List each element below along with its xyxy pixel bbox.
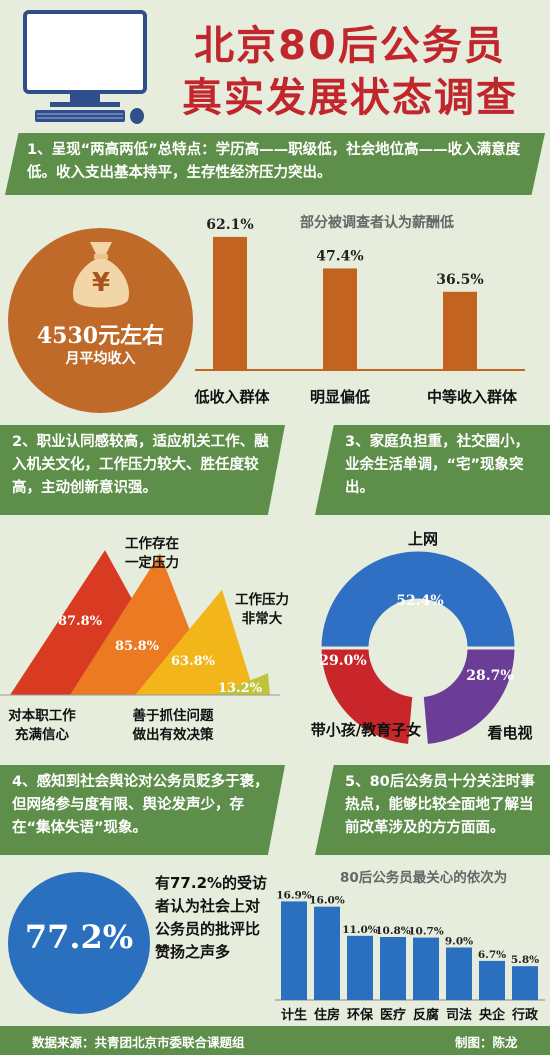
section3-banner: 3、家庭负担重，社交圈小，业余生活单调，“宅”现象突出。 <box>315 425 550 515</box>
salary-category-label: 明显偏低 <box>310 388 370 406</box>
concerns-category-label: 反腐 <box>413 1007 439 1023</box>
salary-bar-chart: 62.1% 低收入群体 47.4% 明显偏低 36.5% 中等收入群体 <box>193 217 525 406</box>
concerns-bar-chart: 16.9% 计生 16.0% 住房 11.0% 环保 10.8% 医疗 10.7% 反腐 9.0% 司… <box>275 889 545 1023</box>
section1-text: 1、呈现“两高两低”总特点：学历高——职级低，社会地位高——收入满意度低。收入支… <box>27 142 521 181</box>
salary-bar-value: 47.4% <box>316 248 363 264</box>
concerns-chart-title: 80后公务员最关心的依次为 <box>340 870 508 886</box>
attitude-value: 63.8% <box>171 654 216 669</box>
concerns-bar <box>446 947 472 1000</box>
money-bag-icon <box>72 242 130 308</box>
section5-text: 5、80后公务员十分关注时事热点，能够比较全面地了解当前改革涉及的方方面面。 <box>345 774 535 836</box>
computer-icon <box>23 10 147 124</box>
concerns-category-label: 环保 <box>347 1007 374 1023</box>
concerns-category-label: 司法 <box>446 1007 472 1023</box>
salary-bar-value: 62.1% <box>206 217 253 233</box>
salary-bar <box>443 291 477 370</box>
concerns-bar-value: 16.9% <box>276 889 312 901</box>
concerns-bar-value: 5.8% <box>511 954 539 966</box>
concerns-bar-value: 10.7% <box>408 926 444 938</box>
footer: 数据来源：共青团北京市委联合课题组 制图：陈龙 <box>0 1026 550 1055</box>
concerns-bar <box>512 966 538 1000</box>
section2-text: 2、职业认同感较高，适应机关工作、融入机关文化，工作压力较大、胜任度较高，主动创… <box>12 434 269 496</box>
page-title: 北京80后公务员 真实发展状态调查 <box>150 20 550 124</box>
yen-icon: ¥ <box>91 268 111 298</box>
concerns-bar <box>281 901 307 1000</box>
donut-value: 29.0% <box>319 653 366 669</box>
donut-category-label: 看电视 <box>487 724 532 742</box>
concerns-bar-value: 6.7% <box>478 949 506 961</box>
attitude-value: 85.8% <box>115 639 160 654</box>
section2-banner: 2、职业认同感较高，适应机关工作、融入机关文化，工作压力较大、胜任度较高，主动创… <box>0 425 285 515</box>
data-source: 数据来源：共青团北京市委联合课题组 <box>32 1035 245 1050</box>
attitude-category-label: 工作压力非常大 <box>235 591 289 627</box>
income-amount: 4530元左右 <box>36 323 165 349</box>
donut-value: 28.7% <box>466 668 513 684</box>
donut-slice-internet <box>318 548 518 650</box>
salary-bar <box>323 268 357 370</box>
attitude-triangle <box>135 589 255 695</box>
section5-banner: 5、80后公务员十分关注时事热点，能够比较全面地了解当前改革涉及的方方面面。 <box>315 765 550 855</box>
salary-category-label: 中等收入群体 <box>427 388 518 406</box>
concerns-category-label: 住房 <box>314 1007 340 1023</box>
credit: 制图：陈龙 <box>455 1035 518 1050</box>
concerns-bar-value: 9.0% <box>445 936 473 948</box>
donut-category-label: 上网 <box>408 530 438 548</box>
concerns-category-label: 央企 <box>479 1007 506 1023</box>
salary-bar-value: 36.5% <box>436 272 483 288</box>
concerns-bar <box>314 906 340 1000</box>
section1-banner: 1、呈现“两高两低”总特点：学历高——职级低，社会地位高——收入满意度低。收入支… <box>5 133 545 195</box>
salary-bar <box>213 236 247 370</box>
salary-category-label: 低收入群体 <box>193 388 270 406</box>
donut-slice-tv <box>420 646 518 748</box>
criticism-circle <box>8 872 150 1014</box>
attitude-category-label: 对本职工作充满信心 <box>8 707 76 743</box>
donut-value: 52.4% <box>396 593 443 609</box>
title-line-2: 真实发展状态调查 <box>182 75 518 121</box>
attitude-category-label: 善于抓住问题做出有效决策 <box>132 707 214 743</box>
concerns-category-label: 行政 <box>511 1007 539 1023</box>
concerns-category-label: 医疗 <box>380 1007 406 1023</box>
concerns-bar <box>413 937 439 1000</box>
criticism-description: 有77.2%的受访者认为社会上对公务员的批评比赞扬之声多 <box>155 874 268 961</box>
section4-banner: 4、感知到社会舆论对公务员贬多于褒，但网络参与度有限、舆论发声少，存在“集体失语… <box>0 765 285 855</box>
section3-text: 3、家庭负担重，社交圈小，业余生活单调，“宅”现象突出。 <box>345 434 530 496</box>
attitude-value: 13.2% <box>218 681 263 696</box>
attitude-triangle <box>215 673 270 695</box>
concerns-bar <box>380 937 406 1000</box>
work-attitude-chart: 87.8% 85.8% 63.8%13.2% 对本职工作充满信心 善于抓住问题做出有效决… <box>0 535 289 743</box>
salary-chart-title: 部分被调查者认为薪酬低 <box>300 215 454 231</box>
section4-text: 4、感知到社会舆论对公务员贬多于褒，但网络参与度有限、舆论发声少，存在“集体失语… <box>12 774 269 836</box>
title-line-1: 北京80后公务员 <box>194 23 506 69</box>
attitude-value: 87.8% <box>58 614 103 629</box>
concerns-bar-value: 16.0% <box>309 895 345 907</box>
donut-category-label: 带小孩/教育子女 <box>311 721 421 739</box>
criticism-percent: 77.2% <box>24 918 134 956</box>
concerns-bar <box>347 935 373 1000</box>
donut-slice-kids <box>318 646 416 748</box>
attitude-category-label: 工作存在一定压力 <box>125 535 179 571</box>
income-caption: 月平均收入 <box>65 351 136 367</box>
concerns-bar-value: 10.8% <box>375 925 411 937</box>
concerns-bar-value: 11.0% <box>342 924 378 936</box>
concerns-bar <box>479 960 505 1000</box>
concerns-category-label: 计生 <box>281 1007 307 1023</box>
